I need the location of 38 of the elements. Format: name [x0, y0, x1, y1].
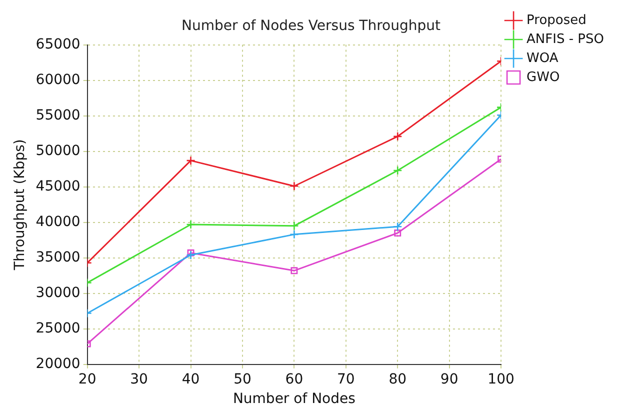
y-tick-label: 60000	[36, 72, 80, 88]
point	[290, 221, 299, 231]
y-tick-label: 55000	[36, 107, 80, 124]
point	[290, 181, 299, 191]
point	[394, 230, 402, 236]
legend-label: GWO	[526, 70, 560, 85]
x-tick-label: 40	[182, 371, 200, 388]
legend-label: Proposed	[526, 12, 586, 28]
y-tick-label: 45000	[36, 178, 80, 194]
y-tick-label: 65000	[36, 36, 80, 52]
legend-label: ANFIS - PSO	[526, 32, 604, 47]
y-tick-label: 25000	[36, 320, 80, 337]
point	[186, 156, 196, 166]
x-tick-label: 80	[388, 371, 407, 388]
x-tick-label: 70	[336, 371, 355, 388]
x-tick-label: 20	[78, 371, 96, 388]
point	[186, 250, 196, 260]
point	[187, 249, 194, 256]
point	[392, 166, 402, 176]
x-tick-label: 30	[130, 371, 148, 388]
legend-label: WOA	[526, 50, 558, 66]
point	[186, 220, 196, 230]
y-tick-label: 30000	[36, 285, 80, 302]
x-tick-label: 60	[285, 371, 304, 388]
y-tick-label: 35000	[36, 250, 80, 266]
x-tick-label: 90	[440, 371, 458, 388]
point	[392, 222, 402, 232]
y-tick-label: 40000	[36, 214, 80, 230]
point	[290, 230, 299, 240]
y-tick-label: 50000	[36, 142, 80, 159]
y-axis-title: Throughput (Kbps)	[12, 139, 28, 272]
y-tick-label: 20000	[36, 356, 80, 372]
x-axis-title: Number of Nodes	[232, 391, 356, 408]
point	[290, 267, 298, 274]
x-tick-label: 100	[488, 371, 514, 388]
chart-title: Number of Nodes Versus Throughput	[181, 18, 442, 34]
x-tick-label: 50	[234, 371, 252, 388]
point	[392, 132, 402, 142]
